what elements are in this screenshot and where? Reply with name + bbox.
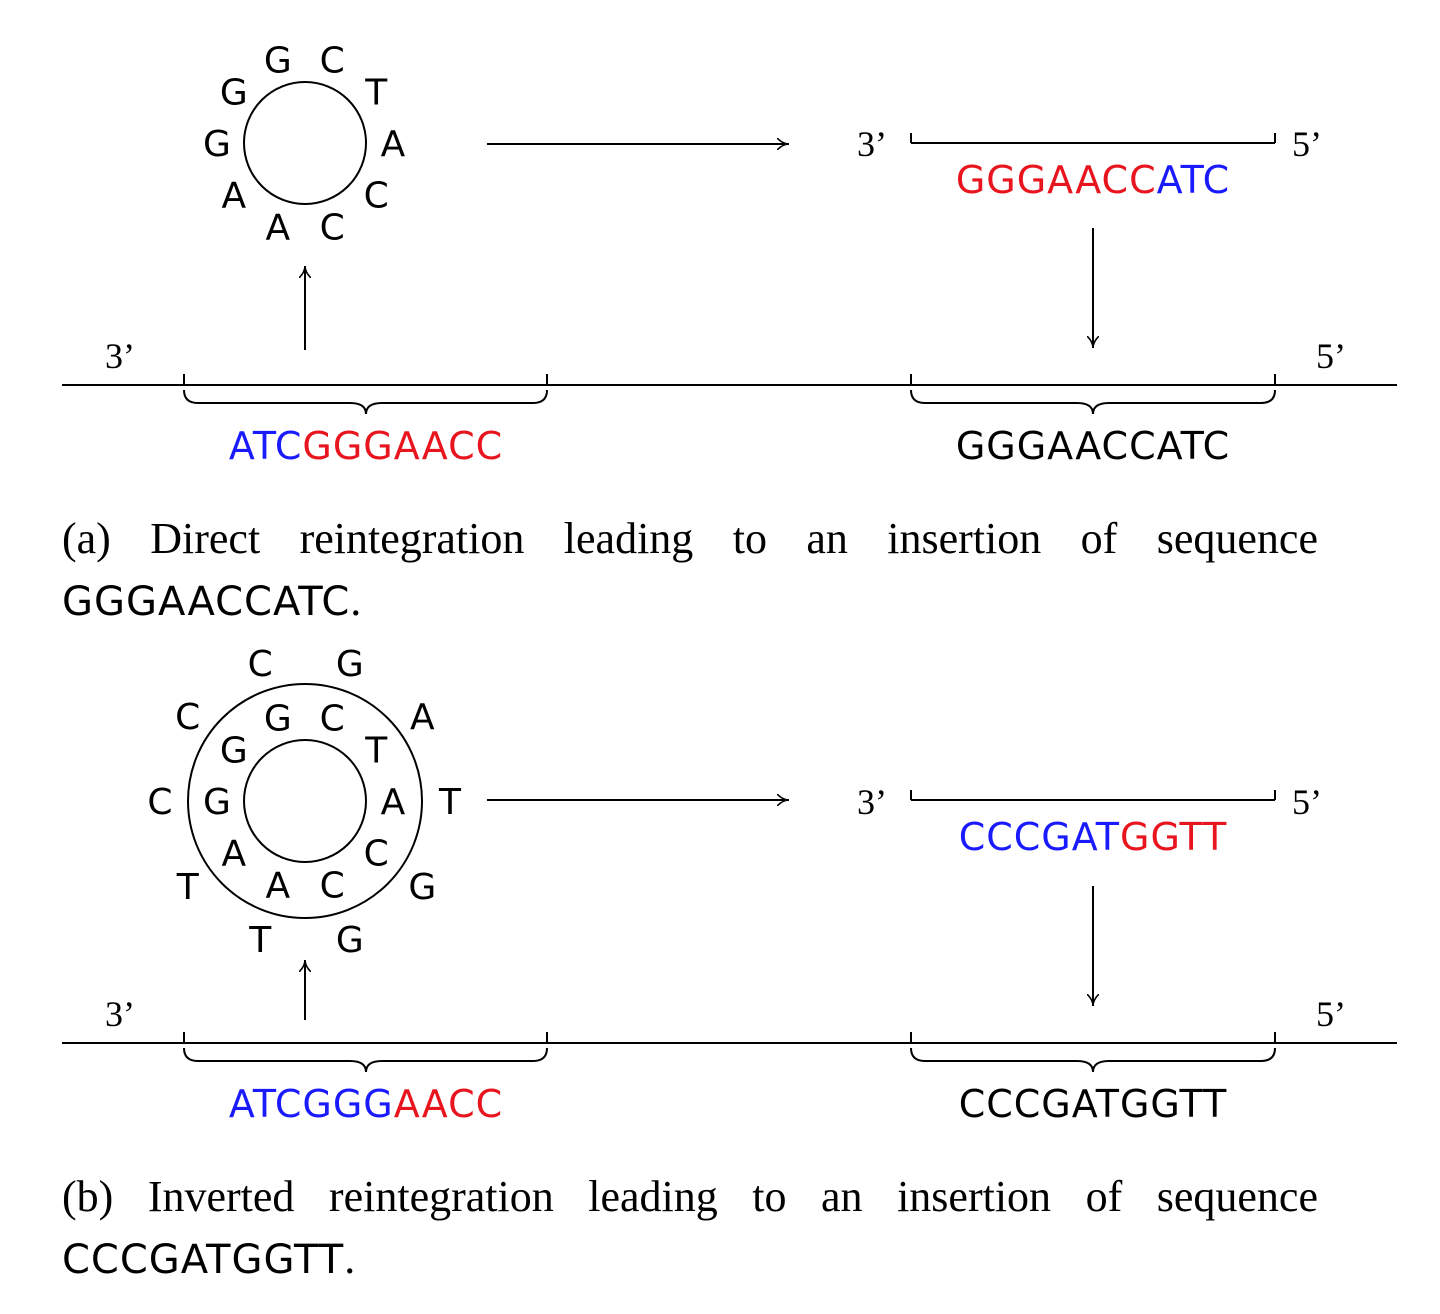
caption-a-sequence: GGGAACCATC: [62, 579, 351, 625]
ring-b-inner-letter-9: G: [220, 730, 248, 771]
excision-brace-b: [183, 1047, 548, 1073]
inserted-sequence-b: CCCGATGGTT: [959, 1082, 1228, 1126]
caption-b-line1: (b) Inverted reintegration leading to an…: [62, 1172, 1318, 1221]
ring-b-inner-letter-6: A: [265, 866, 290, 907]
ring-b-inner-letter-3: A: [381, 782, 406, 823]
ring-a-letter-9: G: [220, 72, 248, 113]
linseq-a-segment-red: GGGAACC: [956, 158, 1157, 202]
excised-sequence-a: ATCGGGAACC: [229, 424, 503, 468]
insertion-brace-b: [910, 1047, 1276, 1073]
ring-a-letter-4: C: [364, 176, 389, 217]
ring-a-letter-7: A: [221, 176, 246, 217]
linseq-b-segment-blue: CCCGAT: [959, 815, 1120, 859]
ring-b-outer-letter-6: T: [248, 920, 272, 961]
ring-b-outer-letter-9: C: [175, 697, 200, 738]
caption-a-line1: (a) Direct reintegration leading to an i…: [62, 514, 1318, 563]
linseq-b-segment-red: GGTT: [1120, 815, 1227, 859]
ring-a-letter-3: A: [381, 124, 406, 165]
strand-3prime-a: 3’: [105, 336, 135, 376]
circular-dna-b-outer: [187, 683, 423, 919]
caption-b-period: .: [344, 1234, 356, 1283]
linear-sequence-b: CCCGATGGTT: [959, 815, 1228, 859]
fragment-5prime-b: 5’: [1292, 782, 1322, 822]
ring-a-letter-0: G: [264, 40, 292, 81]
ring-b-outer-letter-2: A: [410, 697, 435, 738]
ring-b-outer-letter-4: G: [408, 867, 436, 908]
exseq-b-segment-blue: ATCGGG: [229, 1082, 394, 1126]
caption-b-sequence: CCCGATGGTT: [62, 1237, 345, 1283]
ring-b-inner-letter-0: G: [264, 698, 292, 739]
ring-a-letter-8: G: [203, 124, 231, 165]
ring-b-outer-letter-7: T: [176, 867, 200, 908]
linear-sequence-a: GGGAACCATC: [956, 158, 1230, 202]
linseq-a-segment-blue: ATC: [1157, 158, 1231, 202]
ring-b-inner-letter-2: T: [364, 730, 388, 771]
excised-sequence-b: ATCGGGAACC: [229, 1082, 503, 1126]
insertion-brace-a: [910, 389, 1276, 415]
caption-a-period: .: [350, 576, 362, 625]
caption-a-line2: GGGAACCATC.: [62, 572, 361, 631]
strand-5prime-b: 5’: [1316, 994, 1346, 1034]
ring-b-inner-letter-7: A: [221, 834, 246, 875]
ring-b-inner-letter-1: C: [320, 698, 345, 739]
fragment-5prime-a: 5’: [1292, 124, 1322, 164]
inserted-sequence-a: GGGAACCATC: [956, 424, 1230, 468]
ring-b-outer-letter-0: C: [248, 644, 273, 685]
exseq-b-segment-red: AACC: [394, 1082, 503, 1126]
ring-a-letter-1: C: [320, 40, 345, 81]
circular-dna-b-inner: [243, 739, 367, 863]
caption-b-line2: CCCGATGGTT.: [62, 1230, 355, 1289]
exseq-a-segment-blue: ATC: [229, 424, 303, 468]
ring-b-inner-letter-4: C: [364, 834, 389, 875]
ring-b-outer-letter-5: G: [336, 920, 364, 961]
ring-b-outer-letter-8: C: [147, 782, 172, 823]
fragment-3prime-a: 3’: [857, 124, 887, 164]
fragment-3prime-b: 3’: [857, 782, 887, 822]
ring-a-letter-2: T: [364, 72, 388, 113]
ring-b-inner-letter-5: C: [320, 866, 345, 907]
strand-5prime-a: 5’: [1316, 336, 1346, 376]
excision-brace-a: [183, 389, 548, 415]
strand-3prime-b: 3’: [105, 994, 135, 1034]
ring-b-outer-letter-1: G: [336, 644, 364, 685]
ring-b-outer-letter-3: T: [438, 782, 462, 823]
ring-a-letter-6: A: [265, 208, 290, 249]
ring-a-letter-5: C: [320, 208, 345, 249]
exseq-a-segment-red: GGGAACC: [302, 424, 503, 468]
circular-dna-a: [243, 81, 367, 205]
ring-b-inner-letter-8: G: [203, 782, 231, 823]
